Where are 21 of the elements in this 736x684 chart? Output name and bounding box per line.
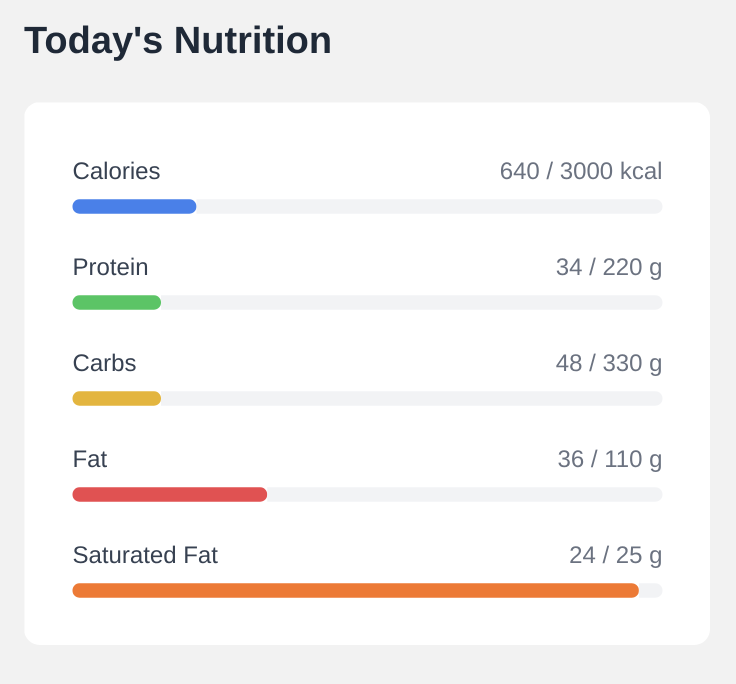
bar: [638, 583, 662, 598]
bar: [72, 487, 268, 502]
y-tick-label: Fat: [72, 446, 108, 473]
bar: [72, 391, 161, 406]
bar: [72, 583, 639, 598]
y-tick-label: Calories: [72, 158, 161, 185]
bar: [161, 295, 662, 310]
bar: [161, 391, 662, 406]
bar: [196, 199, 662, 214]
y-tick-label: Protein: [72, 254, 149, 281]
y-tick-label: Saturated Fat: [72, 542, 218, 569]
annotation: 34 / 220 g: [556, 254, 663, 281]
annotation: 48 / 330 g: [556, 350, 663, 377]
y-tick-label: Carbs: [72, 350, 137, 377]
bar: [72, 199, 196, 214]
bar: [267, 487, 662, 502]
chart-title: Today's Nutrition: [24, 19, 332, 64]
bar: [72, 295, 161, 310]
annotation: 24 / 25 g: [569, 542, 663, 569]
annotation: 640 / 3000 kcal: [500, 158, 663, 185]
annotation: 36 / 110 g: [558, 446, 663, 473]
